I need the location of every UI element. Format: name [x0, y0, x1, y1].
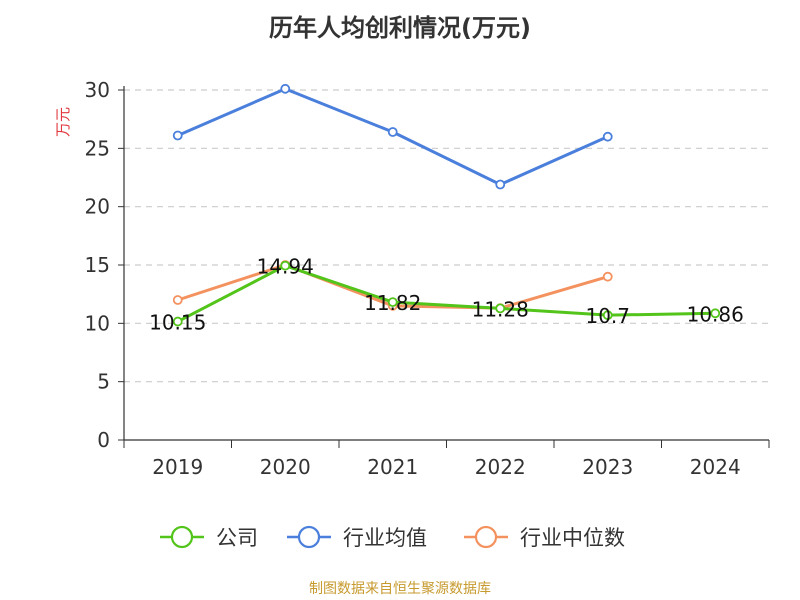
legend-label: 行业中位数	[520, 526, 625, 550]
x-tick-label: 2019	[152, 455, 203, 479]
data-label: 10.86	[687, 302, 744, 326]
data-point	[602, 271, 613, 282]
data-point	[495, 303, 506, 314]
data-point	[495, 179, 506, 190]
x-tick-label: 2024	[690, 455, 741, 479]
x-tick-label: 2020	[260, 455, 311, 479]
legend-marker	[474, 525, 498, 549]
legend: 公司 行业均值 行业中位数	[160, 525, 625, 550]
y-tick-label: 0	[97, 428, 110, 452]
data-point	[387, 297, 398, 308]
data-label: 10.15	[149, 311, 206, 335]
data-label: 10.7	[585, 304, 630, 328]
series-line	[177, 264, 716, 323]
y-tick-label: 20	[85, 195, 110, 219]
data-point	[280, 83, 291, 94]
y-tick-label: 15	[85, 253, 110, 277]
x-tick-label: 2023	[582, 455, 633, 479]
data-point	[602, 310, 613, 321]
chart-title: 历年人均创利情况(万元)	[269, 14, 531, 42]
data-labels: 10.15 14.94 11.82 11.28 10.7 10.86	[149, 255, 744, 335]
data-point	[172, 130, 183, 141]
data-label: 11.28	[472, 297, 529, 321]
x-tick-label: 2021	[367, 455, 418, 479]
axes: 0 5 10 15 20 25 30 2019 2020 2021 2022 2023 2024 万元	[54, 78, 770, 479]
data-label: 14.94	[257, 255, 314, 279]
y-tick-label: 5	[97, 370, 110, 394]
data-point	[172, 295, 183, 305]
data-label: 11.82	[364, 291, 421, 315]
legend-label: 行业均值	[343, 526, 427, 550]
data-point	[387, 127, 398, 137]
legend-label: 公司	[216, 526, 258, 550]
y-tick-label: 25	[85, 136, 110, 160]
legend-marker	[170, 525, 194, 549]
data-point	[710, 308, 721, 319]
grid-lines	[124, 89, 769, 383]
legend-marker	[297, 525, 321, 549]
series-lines	[172, 83, 721, 327]
data-point	[172, 316, 183, 327]
source-note: 制图数据来自恒生聚源数据库	[309, 581, 491, 597]
x-tick-label: 2022	[475, 455, 526, 479]
data-point	[602, 131, 613, 142]
data-point	[280, 260, 291, 271]
y-tick-label: 10	[85, 311, 110, 335]
y-tick-label: 30	[85, 78, 110, 102]
y-axis-label: 万元	[54, 107, 72, 137]
